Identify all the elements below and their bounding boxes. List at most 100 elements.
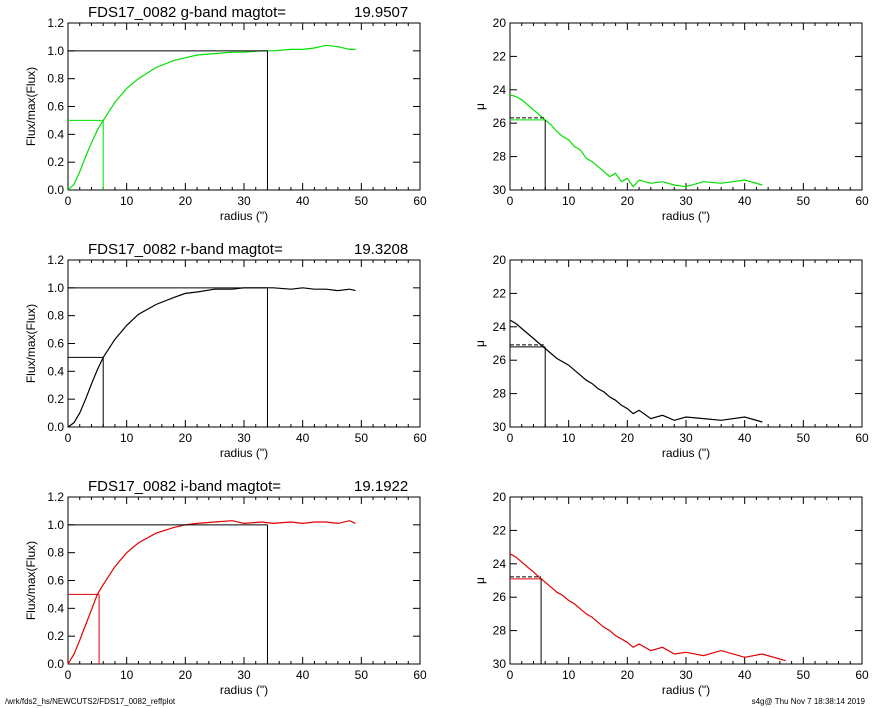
panel-g-profile-xtick-label: 20 (621, 194, 635, 208)
panel-r-profile-xtick-label: 0 (507, 431, 514, 445)
panel-g-profile-ytick-label: 20 (493, 16, 507, 30)
panel-g-growth-xtick-label: 10 (120, 194, 134, 208)
panel-g-growth-frame (67, 22, 421, 191)
panel-r-profile-xtick-label: 40 (738, 431, 752, 445)
panel-r-profile-xtick-label: 10 (562, 431, 576, 445)
panel-g-profile-ytick-label: 26 (493, 116, 507, 130)
panel-g-profile-ylabel: μ (473, 103, 487, 110)
panel-r-profile-xtick-label: 60 (855, 431, 869, 445)
panel-r-growth-xtick-label: 40 (296, 431, 310, 445)
panel-g-profile-ytick-label: 24 (493, 83, 507, 97)
panel-r-profile-xlabel: radius (") (662, 446, 710, 460)
panel-g-growth-ytick-label: 0.6 (47, 100, 64, 114)
panel-r-growth-ytick-label: 1.0 (47, 281, 64, 295)
panel-r-profile-ytick-label: 20 (493, 253, 507, 267)
panel-r-profile-ytick-label: 26 (493, 353, 507, 367)
panel-r-growth-xtick-label: 60 (413, 431, 427, 445)
panel-r-growth-title: FDS17_0082 r-band magtot= (88, 241, 283, 258)
panel-r-growth-xtick-label: 20 (179, 431, 193, 445)
panel-g-growth-ytick-label: 0.2 (47, 155, 64, 169)
panel-g-growth-title-value: 19.9507 (354, 4, 408, 21)
panel-g-profile-xtick-label: 60 (855, 194, 869, 208)
panel-r-growth-ytick-label: 0.2 (47, 392, 64, 406)
panel-i-profile-series-line (509, 553, 786, 662)
panel-g-profile-xtick-label: 0 (507, 194, 514, 208)
panel-r-growth-ytick-label: 0.6 (47, 337, 64, 351)
panel-g-growth-ylabel: Flux/max(Flux) (24, 67, 38, 146)
panel-i-profile-xtick-label: 50 (797, 668, 811, 682)
panel-i-growth-title-value: 19.1922 (354, 478, 408, 495)
panel-i-profile-ytick-label: 28 (493, 624, 507, 638)
panel-g-profile-xlabel: radius (") (662, 209, 710, 223)
panel-g-growth-ytick-label: 1.2 (47, 16, 64, 30)
panel-g-profile-xtick-label: 40 (738, 194, 752, 208)
panel-r-growth-ytick-label: 1.2 (47, 253, 64, 267)
panel-i-growth-frame (67, 496, 421, 665)
panel-i-growth-ytick-label: 0.8 (47, 546, 64, 560)
panel-g-profile-xtick-label: 10 (562, 194, 576, 208)
panel-i-growth-ylabel: Flux/max(Flux) (24, 541, 38, 620)
panel-r-profile-frame (509, 259, 863, 428)
panel-r-profile-ylabel: μ (473, 340, 487, 347)
panel-i-profile-ytick-label: 26 (493, 590, 507, 604)
panel-i-profile-xtick-label: 30 (679, 668, 693, 682)
panel-r-profile-ytick-label: 28 (493, 387, 507, 401)
panel-r-growth-xtick-label: 50 (355, 431, 369, 445)
panel-i-profile-ytick-label: 22 (493, 523, 507, 537)
panel-i-profile-xtick-label: 20 (621, 668, 635, 682)
panel-i-growth-xlabel: radius (") (220, 683, 268, 697)
panel-g-growth-ytick-label: 0.8 (47, 72, 64, 86)
panel-r-profile-ytick-label: 30 (493, 420, 507, 434)
panel-r-growth-xtick-label: 10 (120, 431, 134, 445)
panel-g-growth-series-line (67, 44, 356, 191)
panel-g-growth-xtick-label: 50 (355, 194, 369, 208)
panel-g-growth-xtick-label: 30 (237, 194, 251, 208)
panel-i-growth-xtick-label: 0 (65, 668, 72, 682)
panel-i-profile-xlabel: radius (") (662, 683, 710, 697)
panel-i-growth-series-line (67, 520, 356, 665)
panel-i-profile-xtick-label: 40 (738, 668, 752, 682)
panel-i-growth-xtick-label: 40 (296, 668, 310, 682)
panel-r-growth-xtick-label: 30 (237, 431, 251, 445)
panel-g-growth-xtick-label: 0 (65, 194, 72, 208)
panel-i-growth-ytick-label: 0.6 (47, 574, 64, 588)
panel-g-profile-ytick-label: 28 (493, 150, 507, 164)
panel-r-profile-series-line (509, 319, 763, 423)
panel-i-growth-xtick-label: 60 (413, 668, 427, 682)
panel-g-growth-xtick-label: 20 (179, 194, 193, 208)
panel-r-growth-frame (67, 259, 421, 428)
panel-g-growth-ytick-label: 0.0 (47, 183, 64, 197)
panel-g-profile-xtick-label: 50 (797, 194, 811, 208)
panel-g-profile-series-line (509, 94, 763, 188)
panel-g-growth-xlabel: radius (") (220, 209, 268, 223)
panel-i-growth-xtick-label: 50 (355, 668, 369, 682)
panel-r-profile-ytick-label: 22 (493, 286, 507, 300)
panel-i-growth-xtick-label: 10 (120, 668, 134, 682)
panel-r-growth-title-value: 19.3208 (354, 241, 408, 258)
panel-g-growth-xtick-label: 40 (296, 194, 310, 208)
panel-g-profile-xtick-label: 30 (679, 194, 693, 208)
panel-i-profile-xtick-label: 60 (855, 668, 869, 682)
panel-g-growth-title: FDS17_0082 g-band magtot= (88, 4, 286, 21)
footer-timestamp: s4g@ Thu Nov 7 18:38:14 2019 (751, 697, 865, 706)
panel-g-growth-xtick-label: 60 (413, 194, 427, 208)
panel-r-growth-ytick-label: 0.0 (47, 420, 64, 434)
panel-r-profile-ytick-label: 24 (493, 320, 507, 334)
panel-i-growth-ytick-label: 0.2 (47, 629, 64, 643)
panel-i-growth-ytick-label: 1.0 (47, 518, 64, 532)
panel-r-growth-ytick-label: 0.4 (47, 364, 64, 378)
panel-i-profile-ytick-label: 20 (493, 490, 507, 504)
panel-g-profile-ytick-label: 22 (493, 49, 507, 63)
panel-i-profile-ytick-label: 30 (493, 657, 507, 671)
panel-i-growth-xtick-label: 30 (237, 668, 251, 682)
panel-i-growth-ytick-label: 0.4 (47, 601, 64, 615)
panel-i-profile-ylabel: μ (473, 577, 487, 584)
panel-r-growth-series-line (67, 287, 356, 428)
panel-i-growth-title: FDS17_0082 i-band magtot= (88, 478, 281, 495)
panel-r-growth-ytick-label: 0.8 (47, 309, 64, 323)
panel-g-growth-ytick-label: 0.4 (47, 127, 64, 141)
panel-g-profile-frame (509, 22, 863, 191)
footer-file-path: /wrk/fds2_hs/NEWCUTS2/FDS17_0082_reffplo… (5, 697, 176, 706)
panel-i-profile-ytick-label: 24 (493, 557, 507, 571)
